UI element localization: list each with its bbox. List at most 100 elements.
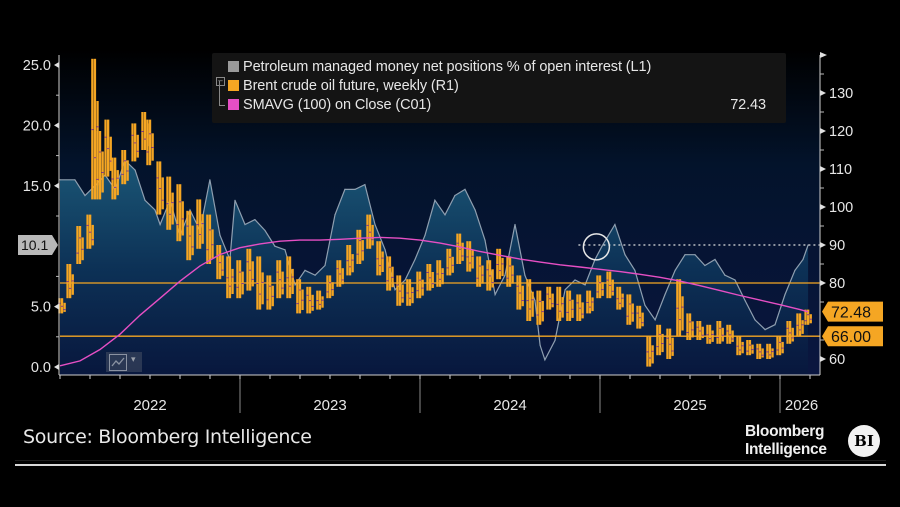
net-positions-point xyxy=(534,300,536,302)
net-positions-point xyxy=(694,254,696,256)
brent-bar xyxy=(416,271,419,299)
brent-bar xyxy=(618,286,622,310)
brent-bar xyxy=(688,313,692,340)
brent-close-mark xyxy=(471,255,474,257)
brent-close-mark xyxy=(308,300,312,302)
brent-bar xyxy=(746,340,749,356)
brent-close-mark xyxy=(346,260,349,262)
net-positions-point xyxy=(754,319,756,321)
brent-close-mark xyxy=(429,277,432,279)
brent-close-mark xyxy=(466,256,469,258)
brent-bar xyxy=(386,256,389,291)
brent-close-mark xyxy=(179,201,182,203)
brent-bar xyxy=(778,336,782,356)
brent-close-mark xyxy=(711,333,714,335)
brent-close-mark xyxy=(768,354,772,356)
brent-bar xyxy=(531,291,534,317)
brent-bar xyxy=(711,330,714,342)
legend-item-sma[interactable]: SMAVG (100) on Close (C01) 72.43 xyxy=(228,97,776,113)
left-tick-label: 5.0 xyxy=(31,300,51,316)
brent-close-mark xyxy=(231,276,234,278)
brent-bar xyxy=(719,321,722,344)
net-positions-point xyxy=(564,289,566,291)
brent-close-mark xyxy=(281,287,284,289)
brent-close-mark xyxy=(416,290,419,292)
brent-bar xyxy=(238,260,242,299)
left-tick-marker xyxy=(54,364,59,370)
brent-close-mark xyxy=(491,282,494,284)
net-positions-point xyxy=(624,254,626,256)
legend-item-brent[interactable]: Brent crude oil future, weekly (R1) xyxy=(228,78,459,94)
brent-bar xyxy=(191,225,194,256)
brent-close-mark xyxy=(771,351,774,353)
brent-close-mark xyxy=(451,264,454,266)
brent-bar xyxy=(761,348,764,358)
brent-close-mark xyxy=(598,282,602,284)
brent-bar xyxy=(251,261,254,287)
net-positions-point xyxy=(634,269,636,271)
brent-close-mark xyxy=(286,277,289,279)
brent-close-mark xyxy=(588,306,592,308)
brent-bar xyxy=(476,256,479,287)
brent-close-mark xyxy=(719,327,722,329)
brent-bar xyxy=(591,297,594,312)
brent-bar xyxy=(381,251,384,272)
brent-close-mark xyxy=(93,157,97,159)
brent-close-mark xyxy=(531,299,534,301)
brent-bar xyxy=(236,260,239,299)
brent-bar xyxy=(468,241,472,272)
brent-bar xyxy=(398,275,402,306)
brent-close-mark xyxy=(456,242,459,244)
brent-close-mark xyxy=(278,279,282,281)
net-positions-point xyxy=(544,359,546,361)
brent-close-mark xyxy=(408,297,412,299)
brent-bar xyxy=(201,214,204,244)
brent-close-mark xyxy=(508,265,512,267)
brent-bar xyxy=(716,321,719,344)
chart-type-button[interactable]: ▾ xyxy=(106,352,142,372)
chevron-down-icon[interactable]: ▾ xyxy=(131,355,136,365)
brent-bar xyxy=(516,275,519,310)
brent-close-mark xyxy=(791,337,794,339)
brent-close-mark xyxy=(566,311,569,313)
brent-close-mark xyxy=(601,289,604,291)
brent-bar xyxy=(491,269,494,288)
brent-close-mark xyxy=(496,264,499,265)
net-positions-point xyxy=(601,245,603,247)
net-positions-point xyxy=(784,293,786,296)
net-positions-point xyxy=(159,223,161,226)
price-tag xyxy=(822,326,883,347)
brent-close-mark xyxy=(348,266,352,268)
brent-bar xyxy=(648,336,652,367)
net-positions-point xyxy=(734,279,736,281)
brent-close-mark xyxy=(488,275,492,277)
brent-close-mark xyxy=(498,270,502,272)
net-positions-point xyxy=(654,319,656,321)
brent-bar xyxy=(768,343,772,359)
brent-bar xyxy=(626,294,629,325)
brent-bar xyxy=(98,131,102,200)
legend-value-sma: 72.43 xyxy=(730,97,766,113)
brent-close-mark xyxy=(114,186,117,188)
net-positions-point xyxy=(664,293,666,296)
brent-close-mark xyxy=(318,303,322,305)
brent-bar xyxy=(171,192,174,225)
legend-collapse-icon[interactable]: − xyxy=(216,77,225,86)
brent-bar xyxy=(708,324,712,344)
brent-close-mark xyxy=(296,303,299,305)
brent-bar xyxy=(93,58,97,200)
brent-close-mark xyxy=(461,255,464,257)
legend-item-net-positions[interactable]: Petroleum managed money net positions % … xyxy=(228,59,651,75)
brent-bar xyxy=(651,345,654,364)
net-positions-point xyxy=(344,188,346,190)
net-positions-point xyxy=(794,269,796,271)
brent-close-mark xyxy=(269,285,272,287)
right-tick-marker xyxy=(820,280,826,286)
brent-close-mark xyxy=(78,237,82,239)
brent-close-mark xyxy=(301,299,304,301)
brand-line-2: Intelligence xyxy=(745,441,827,458)
brent-bar xyxy=(378,241,382,276)
brent-bar xyxy=(606,271,609,299)
legend-swatch-sma xyxy=(228,99,239,110)
brent-bar xyxy=(566,290,569,321)
